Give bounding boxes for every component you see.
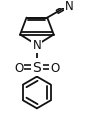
Text: O: O <box>14 61 23 74</box>
Text: N: N <box>33 39 41 52</box>
Text: O: O <box>51 61 60 74</box>
Text: S: S <box>33 61 41 74</box>
Text: N: N <box>65 0 74 13</box>
